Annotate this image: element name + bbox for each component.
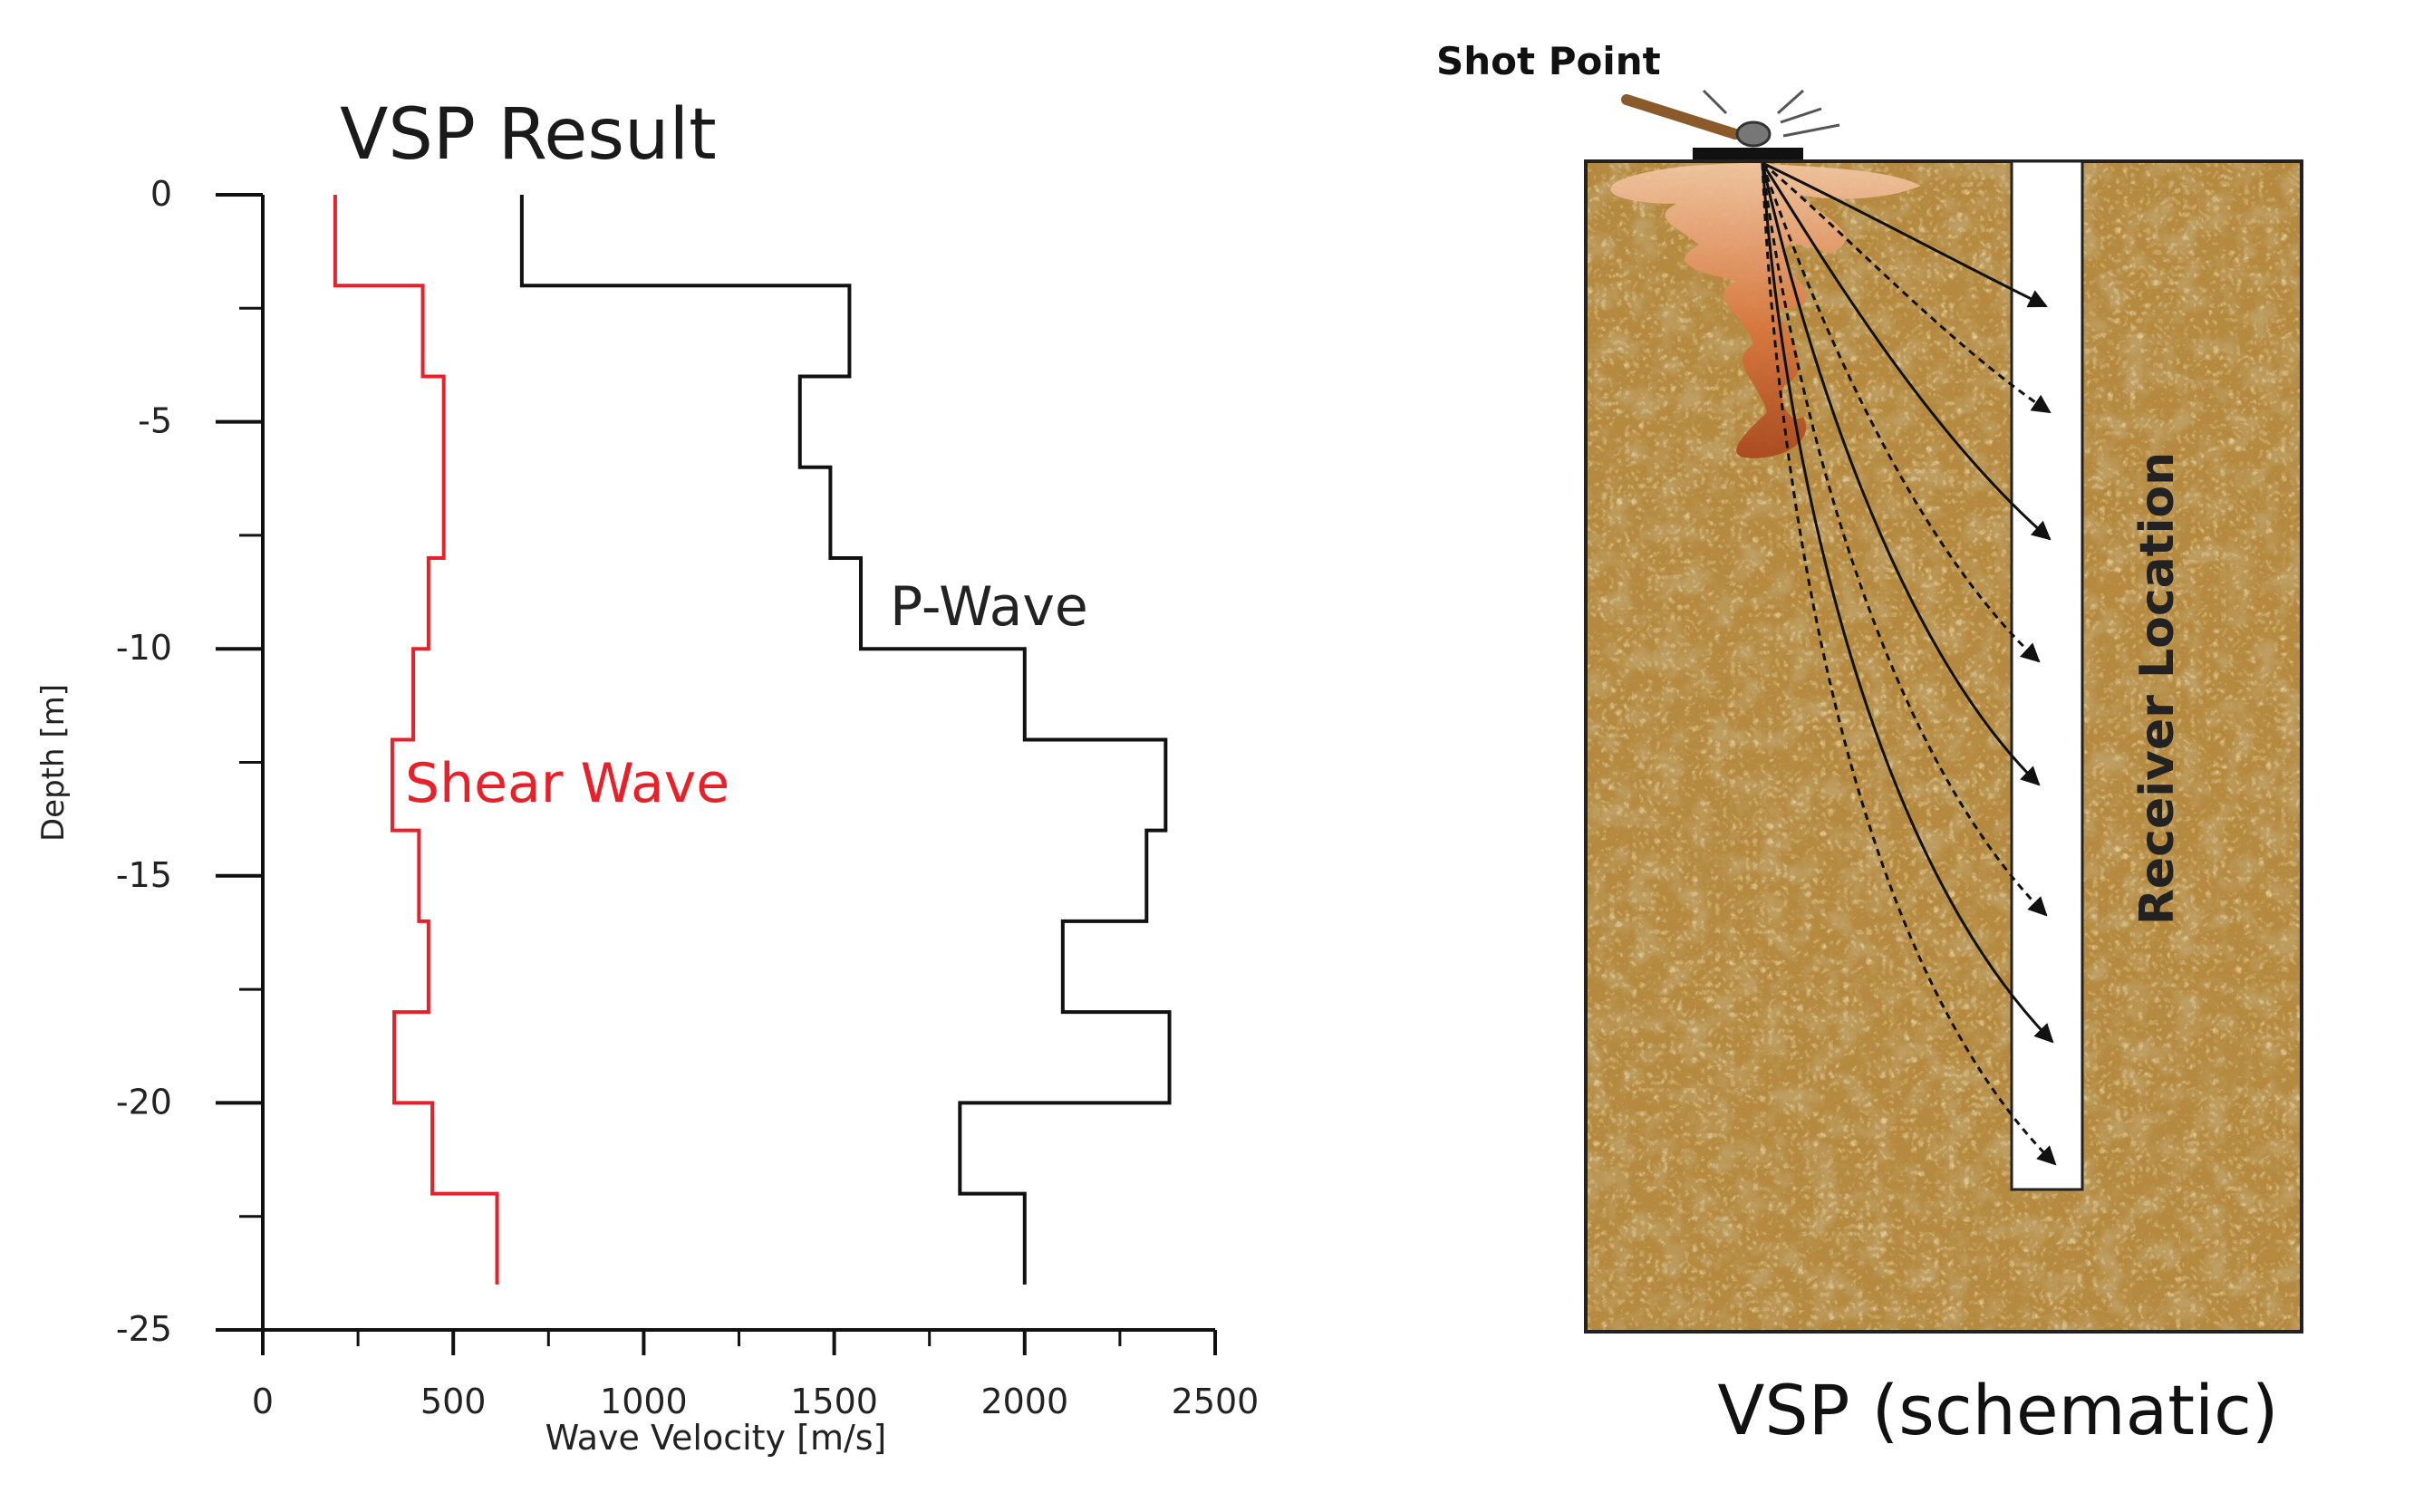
y-axis-label: Depth [m] <box>35 684 72 842</box>
series-shear-wave <box>333 195 499 1285</box>
schematic-title: VSP (schematic) <box>1717 1370 2278 1450</box>
series-layer <box>333 195 1172 1285</box>
ray-path <box>1761 162 2048 917</box>
hammer-icon <box>1621 89 1840 148</box>
ray-paths <box>1761 161 2057 1166</box>
borehole <box>2010 159 2084 1191</box>
x-axis: 0 500 1000 1500 2000 2500 Wave Velocity [m/s] <box>252 1328 1259 1458</box>
x-axis-label: Wave Velocity [m/s] <box>545 1418 887 1458</box>
series-label-p-wave: P-Wave <box>890 575 1088 639</box>
wave-plume <box>1610 163 1921 458</box>
y-tick-label: -25 <box>116 1309 172 1349</box>
y-axis: 0 -5 -10 -15 -20 -25 Depth [m] <box>35 174 265 1349</box>
ray-path <box>1761 162 2041 663</box>
ray-path <box>1761 162 2057 1166</box>
y-tick-label: -10 <box>116 628 172 668</box>
vsp-schematic: Shot Point Receiver Location <box>1436 39 2303 1450</box>
y-tick-label: -5 <box>138 401 172 441</box>
series-label-shear-wave: Shear Wave <box>405 752 729 815</box>
vsp-result-chart: VSP Result 0 -5 -10 -15 -20 -25 Depth [m] 0 50… <box>35 94 1259 1458</box>
x-tick-label: 1500 <box>790 1382 878 1421</box>
y-tick-label: 0 <box>150 174 172 214</box>
y-ticks: 0 -5 -10 -15 -20 -25 <box>116 174 263 1349</box>
ray-path <box>1761 162 2052 541</box>
x-tick-label: 2000 <box>980 1382 1068 1421</box>
chart-title: VSP Result <box>340 94 717 176</box>
x-ticks: 0 500 1000 1500 2000 2500 <box>252 1330 1259 1421</box>
series-p-wave <box>519 195 1172 1285</box>
ray-path <box>1761 162 2054 1044</box>
x-tick-label: 1000 <box>600 1382 688 1421</box>
shot-point-label: Shot Point <box>1436 39 1661 83</box>
x-tick-label: 500 <box>420 1382 487 1421</box>
x-tick-label: 2500 <box>1172 1382 1260 1421</box>
ray-path <box>1761 162 2041 786</box>
y-tick-label: -20 <box>116 1082 172 1122</box>
receiver-location-label: Receiver Location <box>2130 452 2185 925</box>
shot-plate <box>1693 148 1803 162</box>
y-tick-label: -15 <box>116 855 172 895</box>
ray-path <box>1762 161 2052 414</box>
x-tick-label: 0 <box>252 1382 274 1421</box>
ray-path <box>1762 161 2048 308</box>
soil-block <box>1584 159 2303 1334</box>
